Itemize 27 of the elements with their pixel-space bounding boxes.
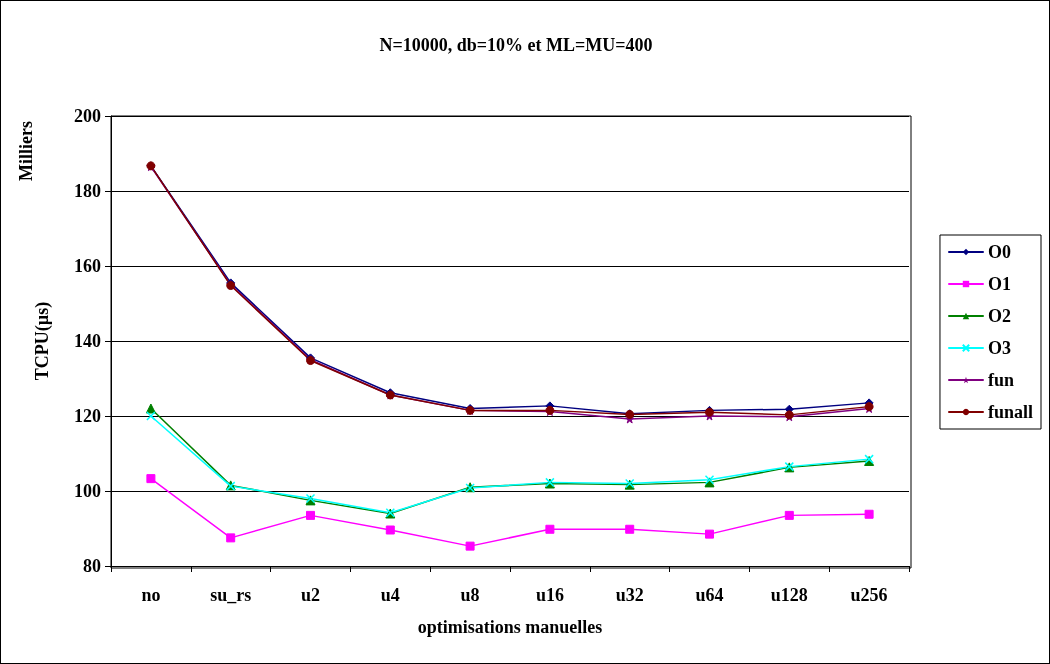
x-tick-label: no	[141, 585, 161, 605]
legend-label: O3	[987, 338, 1011, 358]
y-tick-label: 200	[74, 106, 101, 126]
x-axis-title: optimisations manuelles	[417, 617, 603, 637]
y-tick-label: 80	[83, 556, 101, 576]
x-tick-label: u8	[460, 585, 480, 605]
y-axis-title: TCPU(µs)	[32, 301, 53, 381]
text: Milliers	[16, 120, 36, 181]
x-tick-label: u64	[695, 585, 724, 605]
y-tick-label: 120	[74, 406, 101, 426]
chart-title: N=10000, db=10% et ML=MU=400	[379, 35, 653, 55]
x-tick-label: u4	[380, 585, 400, 605]
legend-label: fun	[987, 370, 1014, 390]
x-tick-label: su_rs	[210, 585, 252, 605]
x-tick-label: u2	[300, 585, 321, 605]
legend-label: funall	[987, 402, 1034, 422]
x-tick-label: u128	[770, 585, 808, 605]
x-tick-label: u16	[535, 585, 564, 605]
legend-label: O1	[987, 274, 1011, 294]
legend-label: O2	[987, 306, 1011, 326]
x-tick-label: u256	[850, 585, 888, 605]
y-tick-label: 140	[74, 331, 101, 351]
legend-label: O0	[987, 242, 1011, 262]
y-tick-label: 100	[74, 481, 101, 501]
y-tick-label: 180	[74, 181, 101, 201]
x-tick-label: u32	[615, 585, 644, 605]
y-tick-label: 160	[74, 256, 101, 276]
